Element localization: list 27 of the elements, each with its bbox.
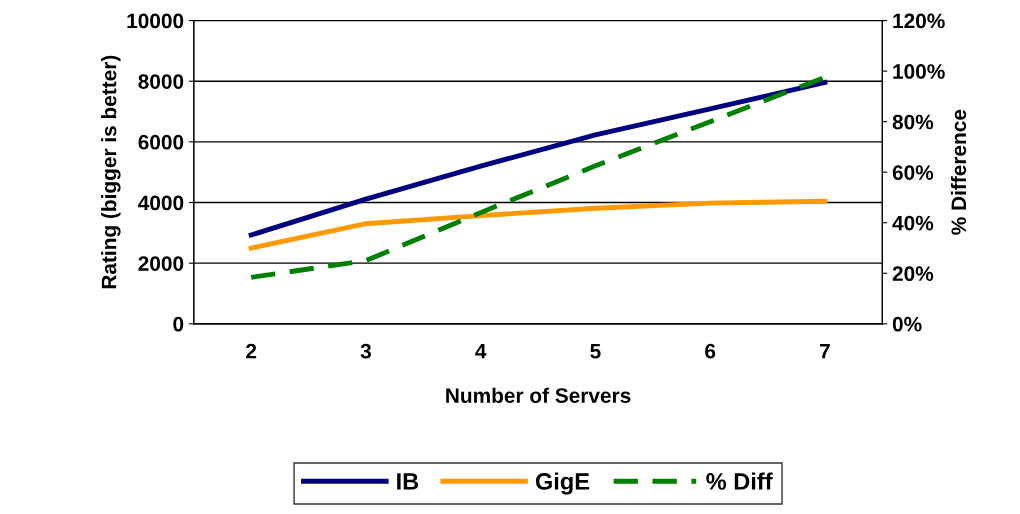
x-axis-title: Number of Servers (446, 387, 631, 403)
legend-label: IB (397, 473, 419, 490)
x-tick-label: 3 (360, 343, 371, 359)
y-axis-title: Rating (bigger is better) (101, 55, 121, 289)
x-tick-label: 7 (820, 344, 830, 359)
legend-label: GigE (535, 472, 590, 495)
y2-tick-label: 100% (893, 64, 945, 79)
y-tick-label: 10000 (127, 13, 184, 29)
y-tick-label: 4000 (138, 195, 184, 211)
y2-tick-label: 0% (892, 316, 922, 332)
legend-label: % Diff (706, 472, 773, 490)
y2-tick-label: 80% (892, 114, 934, 130)
x-tick-label: 5 (590, 344, 601, 359)
y2-tick-label: 20% (892, 266, 934, 282)
line-series (248, 198, 828, 251)
y-tick-label: 6000 (138, 134, 184, 150)
y2-tick-label: 40% (892, 215, 934, 231)
y2-axis-title: % Difference (950, 109, 967, 235)
y2-tick-label: 60% (892, 165, 934, 180)
line-series (248, 80, 828, 238)
x-tick-label: 4 (475, 344, 487, 359)
y-tick-label: 0 (173, 316, 184, 332)
x-tick-label: 2 (246, 343, 257, 359)
x-tick-label: 6 (705, 343, 716, 359)
y-tick-label: 2000 (138, 256, 184, 271)
y-tick-label: 8000 (138, 74, 184, 89)
y2-tick-label: 120% (893, 13, 945, 29)
